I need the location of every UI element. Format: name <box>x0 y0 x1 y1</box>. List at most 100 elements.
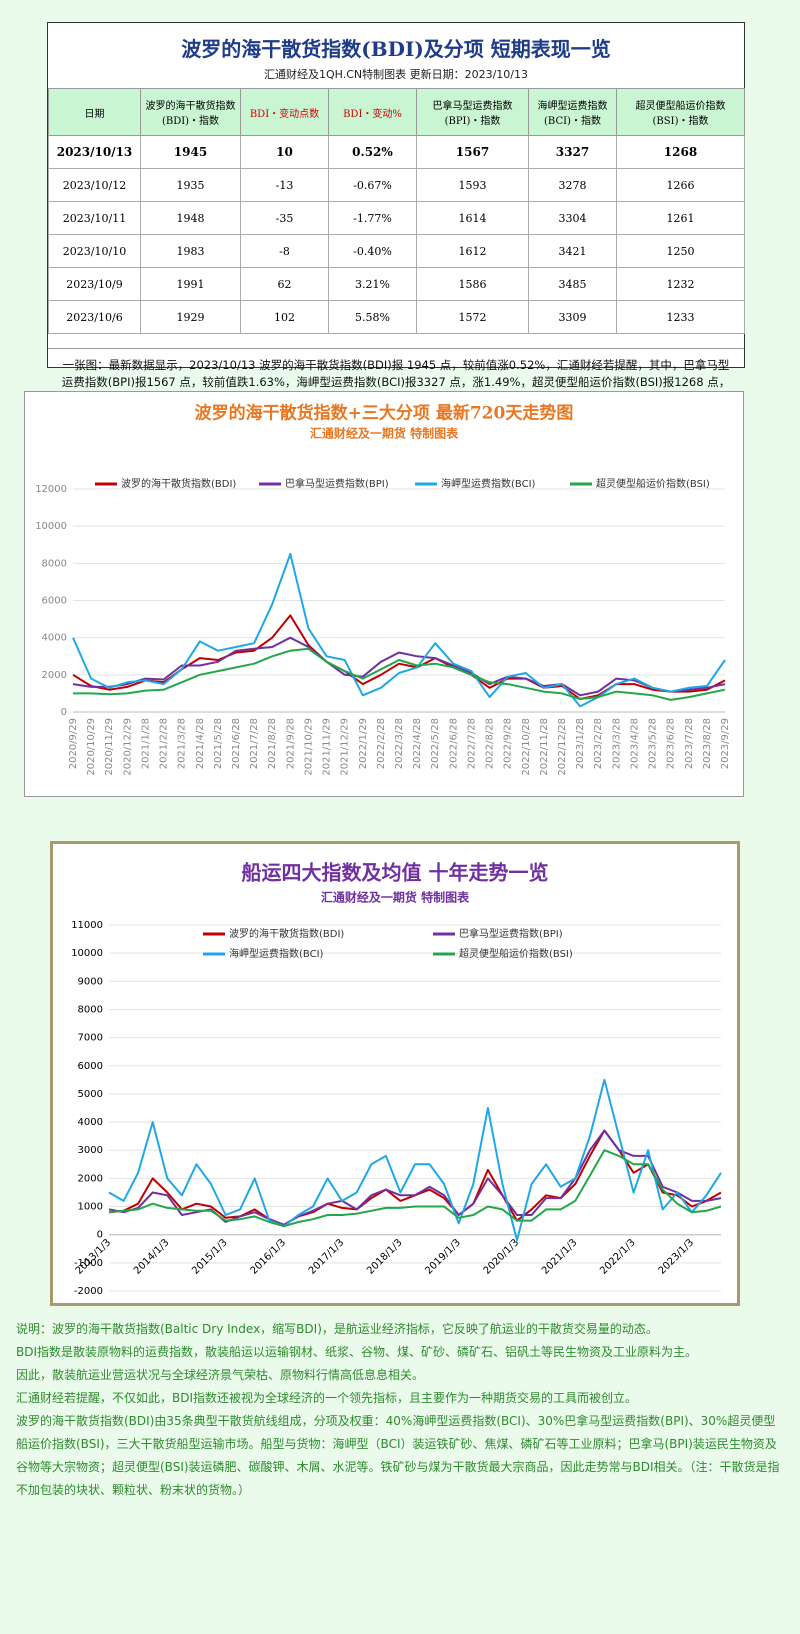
x-tick-label: 2021/12/29 <box>340 718 351 776</box>
table-cell: 1614 <box>416 201 529 235</box>
x-tick-label: 2019/1/3 <box>423 1237 463 1277</box>
line-series <box>108 1149 722 1228</box>
table-cell: -0.67% <box>328 168 417 202</box>
legend-label: 巴拿马型运费指数(BPI) <box>459 927 563 940</box>
y-tick-label: 1000 <box>78 1202 103 1213</box>
table-cell: 1991 <box>140 267 241 301</box>
legend-label: 超灵便型船运价指数(BSI) <box>459 947 573 960</box>
y-tick-label: 12000 <box>35 484 67 495</box>
column-header: BDI・变动% <box>328 88 417 136</box>
x-tick-label: 2022/3/28 <box>394 718 405 769</box>
x-tick-label: 2014/1/3 <box>132 1237 172 1277</box>
y-tick-label: 8000 <box>42 558 67 569</box>
line-series <box>72 636 726 697</box>
table-cell: 1567 <box>416 135 529 169</box>
line-series <box>72 553 726 708</box>
y-tick-label: 5000 <box>78 1089 103 1100</box>
legend-label: 巴拿马型运费指数(BPI) <box>285 477 389 490</box>
x-tick-label: 2018/1/3 <box>365 1237 405 1277</box>
explanation-paragraph: 汇通财经若提醒，不仅如此，BDI指数还被视为全球经济的一个领先指标，且主要作为一… <box>16 1391 638 1405</box>
x-tick-label: 2021/5/28 <box>213 718 224 769</box>
x-tick-label: 2021/1/3 <box>540 1237 580 1277</box>
y-tick-label: 6000 <box>78 1061 103 1072</box>
y-tick-label: 3000 <box>78 1145 103 1156</box>
y-tick-label: 11000 <box>71 920 103 931</box>
table-row: 2023/10/9 1991 62 3.21% 1586 3485 1232 <box>48 267 745 301</box>
chart-subtitle: 汇通财经及一期货 特制图表 <box>321 890 470 905</box>
y-tick-label: -2000 <box>74 1286 103 1297</box>
y-tick-label: 6000 <box>42 596 67 607</box>
x-tick-label: 2021/11/29 <box>322 718 333 776</box>
table-cell: 1935 <box>140 168 241 202</box>
table-cell: 2023/10/9 <box>48 267 141 301</box>
table-row: 2023/10/11 1948 -35 -1.77% 1614 3304 1261 <box>48 201 745 235</box>
table-cell: -0.40% <box>328 234 417 268</box>
table-cell: 2023/10/6 <box>48 300 141 334</box>
table-row: 2023/10/12 1935 -13 -0.67% 1593 3278 1266 <box>48 168 745 202</box>
line-series <box>108 1078 722 1242</box>
table-cell: 62 <box>240 267 329 301</box>
legend-label: 海岬型运费指数(BCI) <box>441 477 536 490</box>
panel-title: 波罗的海干散货指数(BDI)及分项 短期表现一览 <box>181 37 611 61</box>
explanation-paragraph: BDI指数是散装原物料的运费指数，散装船运以运输钢材、纸浆、谷物、煤、矿砂、磷矿… <box>16 1345 698 1359</box>
chart-title: 船运四大指数及均值 十年走势一览 <box>242 861 549 885</box>
x-tick-label: 2022/10/28 <box>521 718 532 776</box>
table-row: 2023/10/10 1983 -8 -0.40% 1612 3421 1250 <box>48 234 745 268</box>
column-header: 巴拿马型运费指数(BPI)・指数 <box>416 88 529 136</box>
table-row: 2023/10/6 1929 102 5.58% 1572 3309 1233 <box>48 300 745 334</box>
x-tick-label: 2022/5/28 <box>430 718 441 769</box>
table-cell: -1.77% <box>328 201 417 235</box>
x-tick-label: 2020/10/29 <box>86 718 97 776</box>
x-tick-label: 2022/9/28 <box>503 718 514 769</box>
table-cell: 2023/10/13 <box>48 135 141 169</box>
table-cell: 0.52% <box>328 135 417 169</box>
x-tick-label: 2022/2/28 <box>376 718 387 769</box>
column-header: 超灵便型船运价指数(BSI)・指数 <box>616 88 745 136</box>
line-series <box>73 647 726 701</box>
x-tick-label: 2021/3/28 <box>177 718 188 769</box>
x-tick-label: 2015/1/3 <box>190 1237 230 1277</box>
x-tick-label: 2023/5/28 <box>648 718 659 769</box>
legend-label: 波罗的海干散货指数(BDI) <box>229 927 344 940</box>
x-tick-label: 2022/4/28 <box>412 718 423 769</box>
explanation-paragraph: 波罗的海干散货指数(BDI)由35条典型干散货航线组成，分项及权重：40%海岬型… <box>16 1414 780 1497</box>
x-tick-label: 2021/1/28 <box>140 718 151 769</box>
x-tick-label: 2021/10/29 <box>303 718 314 776</box>
x-tick-label: 2022/8/28 <box>485 718 496 769</box>
x-tick-label: 2023/4/28 <box>629 718 640 769</box>
table-cell: 3485 <box>528 267 617 301</box>
y-tick-label: 0 <box>61 707 67 718</box>
table-cell: 3327 <box>528 135 617 169</box>
y-tick-label: 4000 <box>78 1117 103 1128</box>
x-tick-label: 2021/6/28 <box>231 718 242 769</box>
x-tick-label: 2023/9/29 <box>720 718 731 769</box>
table-cell: 1232 <box>616 267 745 301</box>
x-tick-label: 2023/1/28 <box>575 718 586 769</box>
y-tick-label: 10000 <box>71 948 103 959</box>
table-cell: 1233 <box>616 300 745 334</box>
y-tick-label: 2000 <box>42 670 67 681</box>
y-tick-label: 10000 <box>35 521 67 532</box>
x-tick-label: 2021/4/28 <box>195 718 206 769</box>
table-cell: 1983 <box>140 234 241 268</box>
x-tick-label: 2021/9/28 <box>285 718 296 769</box>
chart-subtitle: 汇通财经及一期货 特制图表 <box>310 426 459 441</box>
x-tick-label: 2020/9/29 <box>68 718 79 769</box>
x-tick-label: 2017/1/3 <box>307 1237 347 1277</box>
y-tick-label: -1000 <box>74 1258 103 1269</box>
x-tick-label: 2020/11/29 <box>104 718 115 776</box>
panel-subtitle: 汇通财经及1QH.CN特制图表 更新日期：2023/10/13 <box>263 68 529 81</box>
column-header: 波罗的海干散货指数(BDI)・指数 <box>140 88 241 136</box>
table-cell: 3309 <box>528 300 617 334</box>
chart-title: 波罗的海干散货指数+三大分项 最新720天走势图 <box>195 403 574 424</box>
x-tick-label: 2022/6/28 <box>448 718 459 769</box>
table-cell: 1586 <box>416 267 529 301</box>
summary-panel: 波罗的海干散货指数(BDI)及分项 短期表现一览 汇通财经及1QH.CN特制图表… <box>47 22 745 406</box>
column-header: 海岬型运费指数(BCI)・指数 <box>528 88 617 136</box>
table-cell: 102 <box>240 300 329 334</box>
explanation-paragraph: 说明：波罗的海干散货指数(Baltic Dry Index，缩写BDI)，是航运… <box>16 1322 658 1336</box>
legend-label: 波罗的海干散货指数(BDI) <box>121 477 236 490</box>
y-tick-label: 2000 <box>78 1173 103 1184</box>
x-tick-label: 2021/2/28 <box>159 718 170 769</box>
